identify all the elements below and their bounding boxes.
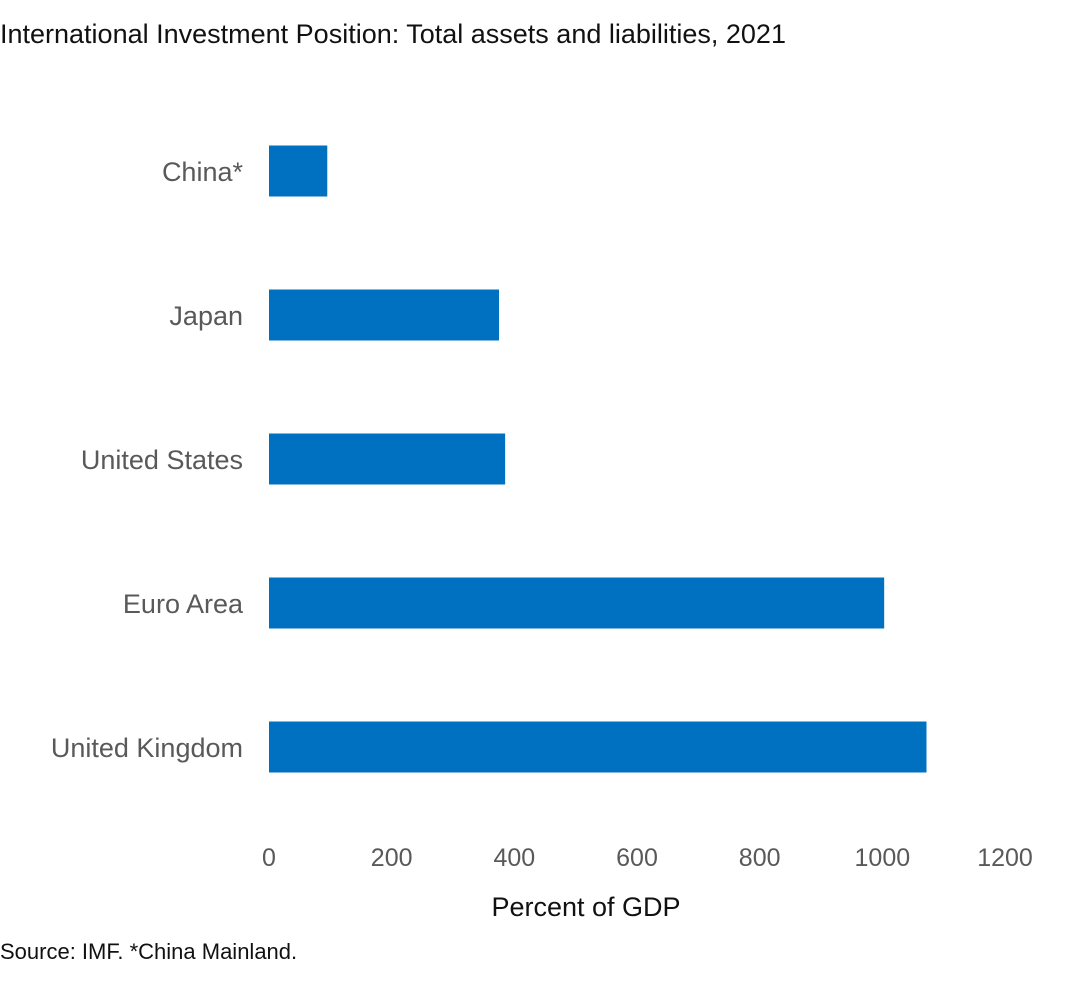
- x-tick-label: 0: [262, 844, 276, 872]
- category-labels: China* Japan United States Euro Area United …: [51, 157, 244, 763]
- category-label-united-kingdom: United Kingdom: [51, 733, 243, 763]
- x-tick-label: 800: [739, 844, 781, 872]
- x-axis-ticks: 0 200 400 600 800 1000 1200: [262, 844, 1033, 872]
- bars-layer: [269, 145, 927, 773]
- category-label-japan: Japan: [169, 301, 243, 331]
- category-label-china: China*: [162, 157, 244, 187]
- x-tick-label: 1200: [977, 844, 1033, 872]
- x-tick-label: 1000: [855, 844, 911, 872]
- x-tick-label: 600: [616, 844, 658, 872]
- chart-title: International Investment Position: Total…: [0, 19, 786, 49]
- category-label-euro-area: Euro Area: [123, 589, 244, 619]
- bar-united-kingdom: [269, 721, 927, 773]
- category-label-united-states: United States: [81, 445, 243, 475]
- x-tick-label: 200: [371, 844, 413, 872]
- bar-china: [269, 145, 328, 197]
- bar-euro-area: [269, 577, 885, 629]
- bar-united-states: [269, 433, 506, 485]
- bar-japan: [269, 289, 499, 341]
- x-axis-label: Percent of GDP: [491, 892, 680, 922]
- x-tick-label: 400: [493, 844, 535, 872]
- source-note: Source: IMF. *China Mainland.: [0, 939, 298, 964]
